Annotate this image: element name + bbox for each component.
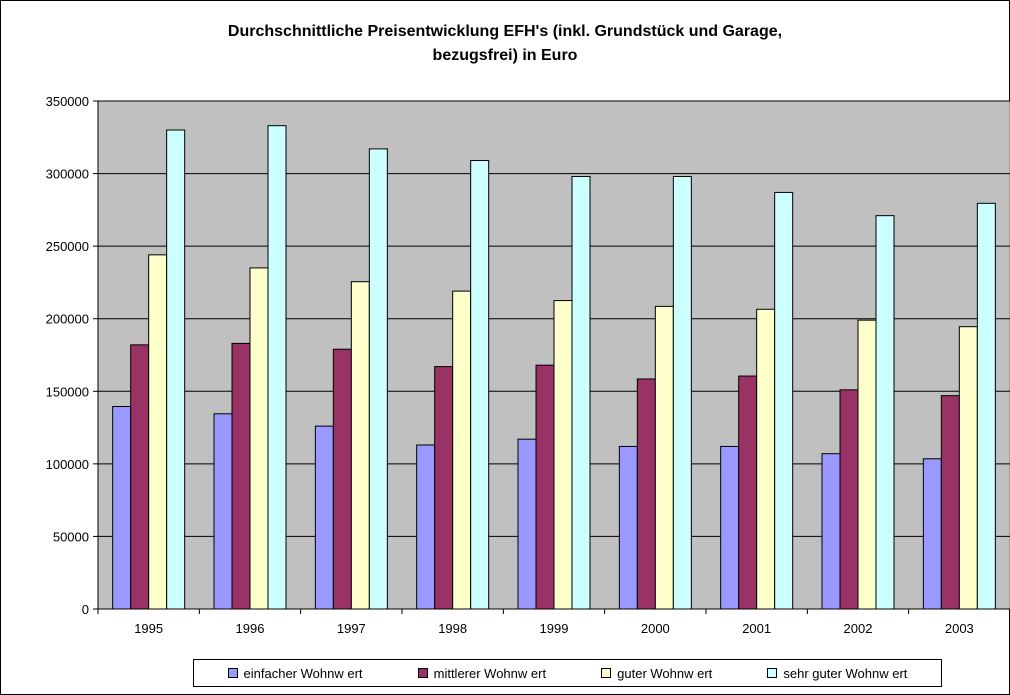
bar-1996-2: [249, 267, 269, 610]
bar-2001-3: [774, 191, 794, 610]
bar-2002-3: [875, 215, 895, 610]
bar-1998-2: [452, 290, 472, 610]
legend-item-mittlerer: mittlerer Wohnw ert: [417, 665, 547, 681]
x-tick-label-1998: 1998: [438, 621, 467, 636]
legend-item-sehr-guter: sehr guter Wohnw ert: [767, 666, 907, 681]
bar-1995-3: [166, 129, 186, 610]
y-tick-label-3: 150000: [46, 384, 89, 399]
x-tick-label-2001: 2001: [742, 621, 771, 636]
x-tick-label-2000: 2000: [641, 621, 670, 636]
bar-1997-0: [314, 425, 334, 610]
y-tick-label-1: 50000: [53, 529, 89, 544]
bar-1999-2: [553, 300, 573, 610]
bar-1996-1: [231, 342, 251, 610]
bar-2001-2: [756, 308, 776, 610]
legend-swatch-sehr-guter: [767, 668, 778, 678]
bar-1998-3: [470, 160, 490, 610]
legend: einfacher Wohnw ert mittlerer Wohnw ert …: [193, 659, 942, 687]
bar-2000-1: [636, 378, 656, 610]
x-tick-label-1995: 1995: [134, 621, 163, 636]
bar-1995-0: [112, 406, 132, 610]
bar-1997-3: [368, 148, 388, 610]
legend-label-guter: guter Wohnw ert: [617, 665, 713, 681]
bar-2000-2: [654, 305, 674, 610]
legend-label-einfacher: einfacher Wohnw ert: [243, 665, 363, 681]
bar-2000-3: [672, 175, 692, 610]
x-tick-label-1997: 1997: [337, 621, 366, 636]
bar-1996-3: [267, 125, 287, 610]
chart-title-line1: Durchschnittliche Preisentwicklung EFH's…: [227, 23, 783, 40]
legend-item-guter: guter Wohnw ert: [601, 666, 712, 681]
y-tick-label-4: 200000: [46, 312, 89, 327]
bar-2003-0: [922, 458, 942, 610]
bar-1999-1: [535, 364, 555, 610]
legend-label-mittlerer: mittlerer Wohnw ert: [433, 665, 547, 681]
bar-2002-0: [821, 453, 841, 610]
bar-1998-0: [416, 444, 436, 610]
legend-swatch-mittlerer: [417, 668, 428, 678]
chart-title-line2: bezugsfrei) in Euro: [432, 47, 578, 64]
legend-swatch-einfacher: [227, 668, 238, 678]
bar-1999-0: [517, 438, 537, 610]
legend-swatch-guter: [601, 668, 612, 678]
bar-2002-2: [857, 319, 877, 610]
legend-item-einfacher: einfacher Wohnw ert: [227, 665, 363, 681]
x-tick-label-2002: 2002: [844, 621, 873, 636]
bar-1996-0: [213, 413, 233, 610]
bar-1995-2: [148, 254, 168, 610]
y-tick-label-0: 0: [82, 602, 89, 617]
x-tick-label-1999: 1999: [540, 621, 569, 636]
bar-1997-2: [350, 281, 370, 610]
bar-2003-1: [940, 395, 960, 610]
bar-1999-3: [571, 175, 591, 610]
bar-2003-2: [958, 326, 978, 610]
bar-2000-0: [618, 445, 638, 610]
legend-label-sehr-guter: sehr guter Wohnw ert: [783, 665, 908, 681]
y-tick-label-2: 100000: [46, 457, 89, 472]
bar-1998-1: [434, 366, 454, 610]
y-tick-label-6: 300000: [46, 167, 89, 182]
y-tick-label-7: 350000: [46, 94, 89, 109]
bar-2001-0: [720, 445, 740, 610]
bar-1997-1: [332, 348, 352, 610]
y-tick-label-5: 250000: [46, 239, 89, 254]
bar-1995-1: [130, 344, 150, 610]
bar-2001-1: [738, 375, 758, 610]
x-tick-label-2003: 2003: [945, 621, 974, 636]
x-tick-label-1996: 1996: [236, 621, 265, 636]
bar-2003-3: [976, 202, 996, 610]
bar-2002-1: [839, 389, 859, 610]
